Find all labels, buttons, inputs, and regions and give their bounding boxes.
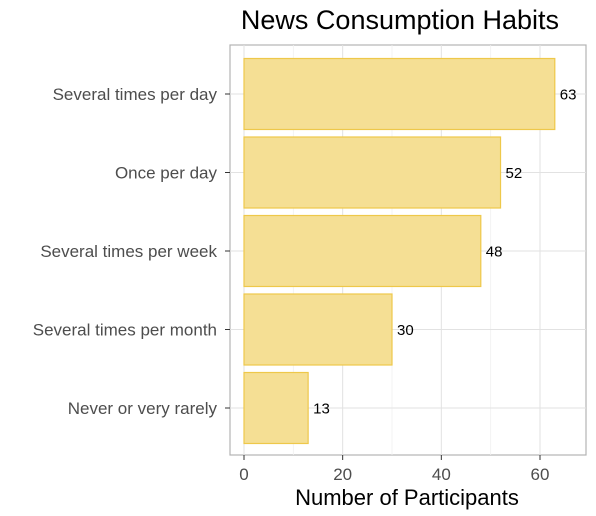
- x-tick-label: 60: [531, 465, 550, 484]
- x-tick-label: 0: [239, 465, 248, 484]
- x-axis: 0 20 40 60: [239, 455, 549, 484]
- value-label: 48: [486, 244, 503, 261]
- bar: [243, 371, 309, 445]
- y-tick-label: Several times per day: [53, 85, 218, 104]
- value-label: 13: [313, 401, 330, 418]
- value-label: 52: [506, 165, 523, 182]
- bar: [243, 136, 502, 209]
- value-labels: 63 52 48 30 13: [313, 87, 576, 418]
- bar: [243, 57, 556, 131]
- chart-title: News Consumption Habits: [241, 5, 559, 35]
- y-tick-label: Once per day: [115, 164, 218, 183]
- y-tick-label: Several times per week: [40, 242, 217, 261]
- y-axis: Several times per day Once per day Several…: [33, 85, 230, 418]
- x-tick-label: 20: [333, 465, 352, 484]
- bars: [243, 57, 556, 445]
- y-tick-label: Several times per month: [33, 321, 217, 340]
- value-label: 63: [560, 87, 577, 104]
- x-tick-label: 40: [432, 465, 451, 484]
- y-tick-label: Never or very rarely: [68, 399, 218, 418]
- x-axis-title: Number of Participants: [295, 485, 519, 510]
- value-label: 30: [397, 322, 414, 339]
- bar: [243, 214, 482, 288]
- bar: [243, 293, 393, 366]
